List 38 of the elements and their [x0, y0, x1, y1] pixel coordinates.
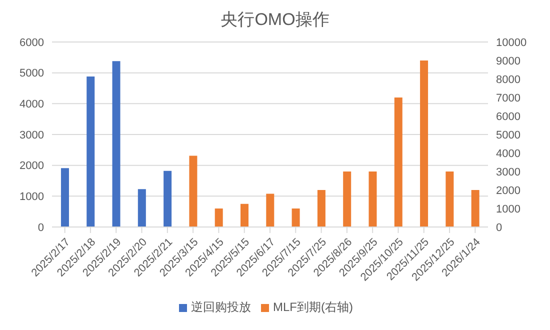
bar	[368, 172, 377, 227]
bar	[266, 194, 274, 227]
y-tick-label: 6000	[20, 36, 44, 49]
legend-label: 逆回购投放	[191, 300, 251, 314]
y2-tick-label: 3000	[496, 166, 520, 178]
bar	[60, 168, 69, 227]
y2-tick-label: 4000	[496, 148, 520, 160]
y2-tick-label: 10000	[496, 36, 527, 49]
y-tick-label: 5000	[20, 68, 44, 80]
y-tick-label: 0	[38, 222, 44, 234]
bar	[471, 190, 480, 227]
bar	[446, 172, 454, 227]
y-tick-label: 4000	[20, 98, 44, 111]
y2-tick-label: 6000	[496, 110, 520, 123]
y-tick-label: 2000	[20, 160, 44, 172]
legend-label: MLF到期(右轴)	[273, 300, 353, 314]
chart-title: 央行OMO操作	[220, 9, 330, 31]
bar	[240, 204, 249, 227]
y2-tick-label: 7000	[496, 92, 520, 104]
bar	[343, 172, 352, 227]
bar	[112, 61, 120, 227]
bar	[394, 98, 402, 227]
bar	[138, 189, 146, 227]
y2-tick-label: 0	[496, 222, 502, 234]
y2-tick-label: 1000	[496, 203, 520, 216]
y2-tick-label: 5000	[496, 129, 520, 142]
y2-tick-label: 9000	[496, 55, 520, 68]
bar	[317, 190, 326, 227]
bar	[189, 156, 198, 227]
bar	[214, 208, 223, 227]
bar	[164, 170, 172, 227]
bar	[292, 208, 300, 227]
bar	[420, 60, 428, 227]
bar	[86, 76, 95, 227]
y2-tick-label: 2000	[496, 184, 520, 197]
y-tick-label: 3000	[20, 129, 44, 142]
y2-tick-label: 8000	[496, 74, 520, 86]
y-tick-label: 1000	[20, 191, 44, 204]
